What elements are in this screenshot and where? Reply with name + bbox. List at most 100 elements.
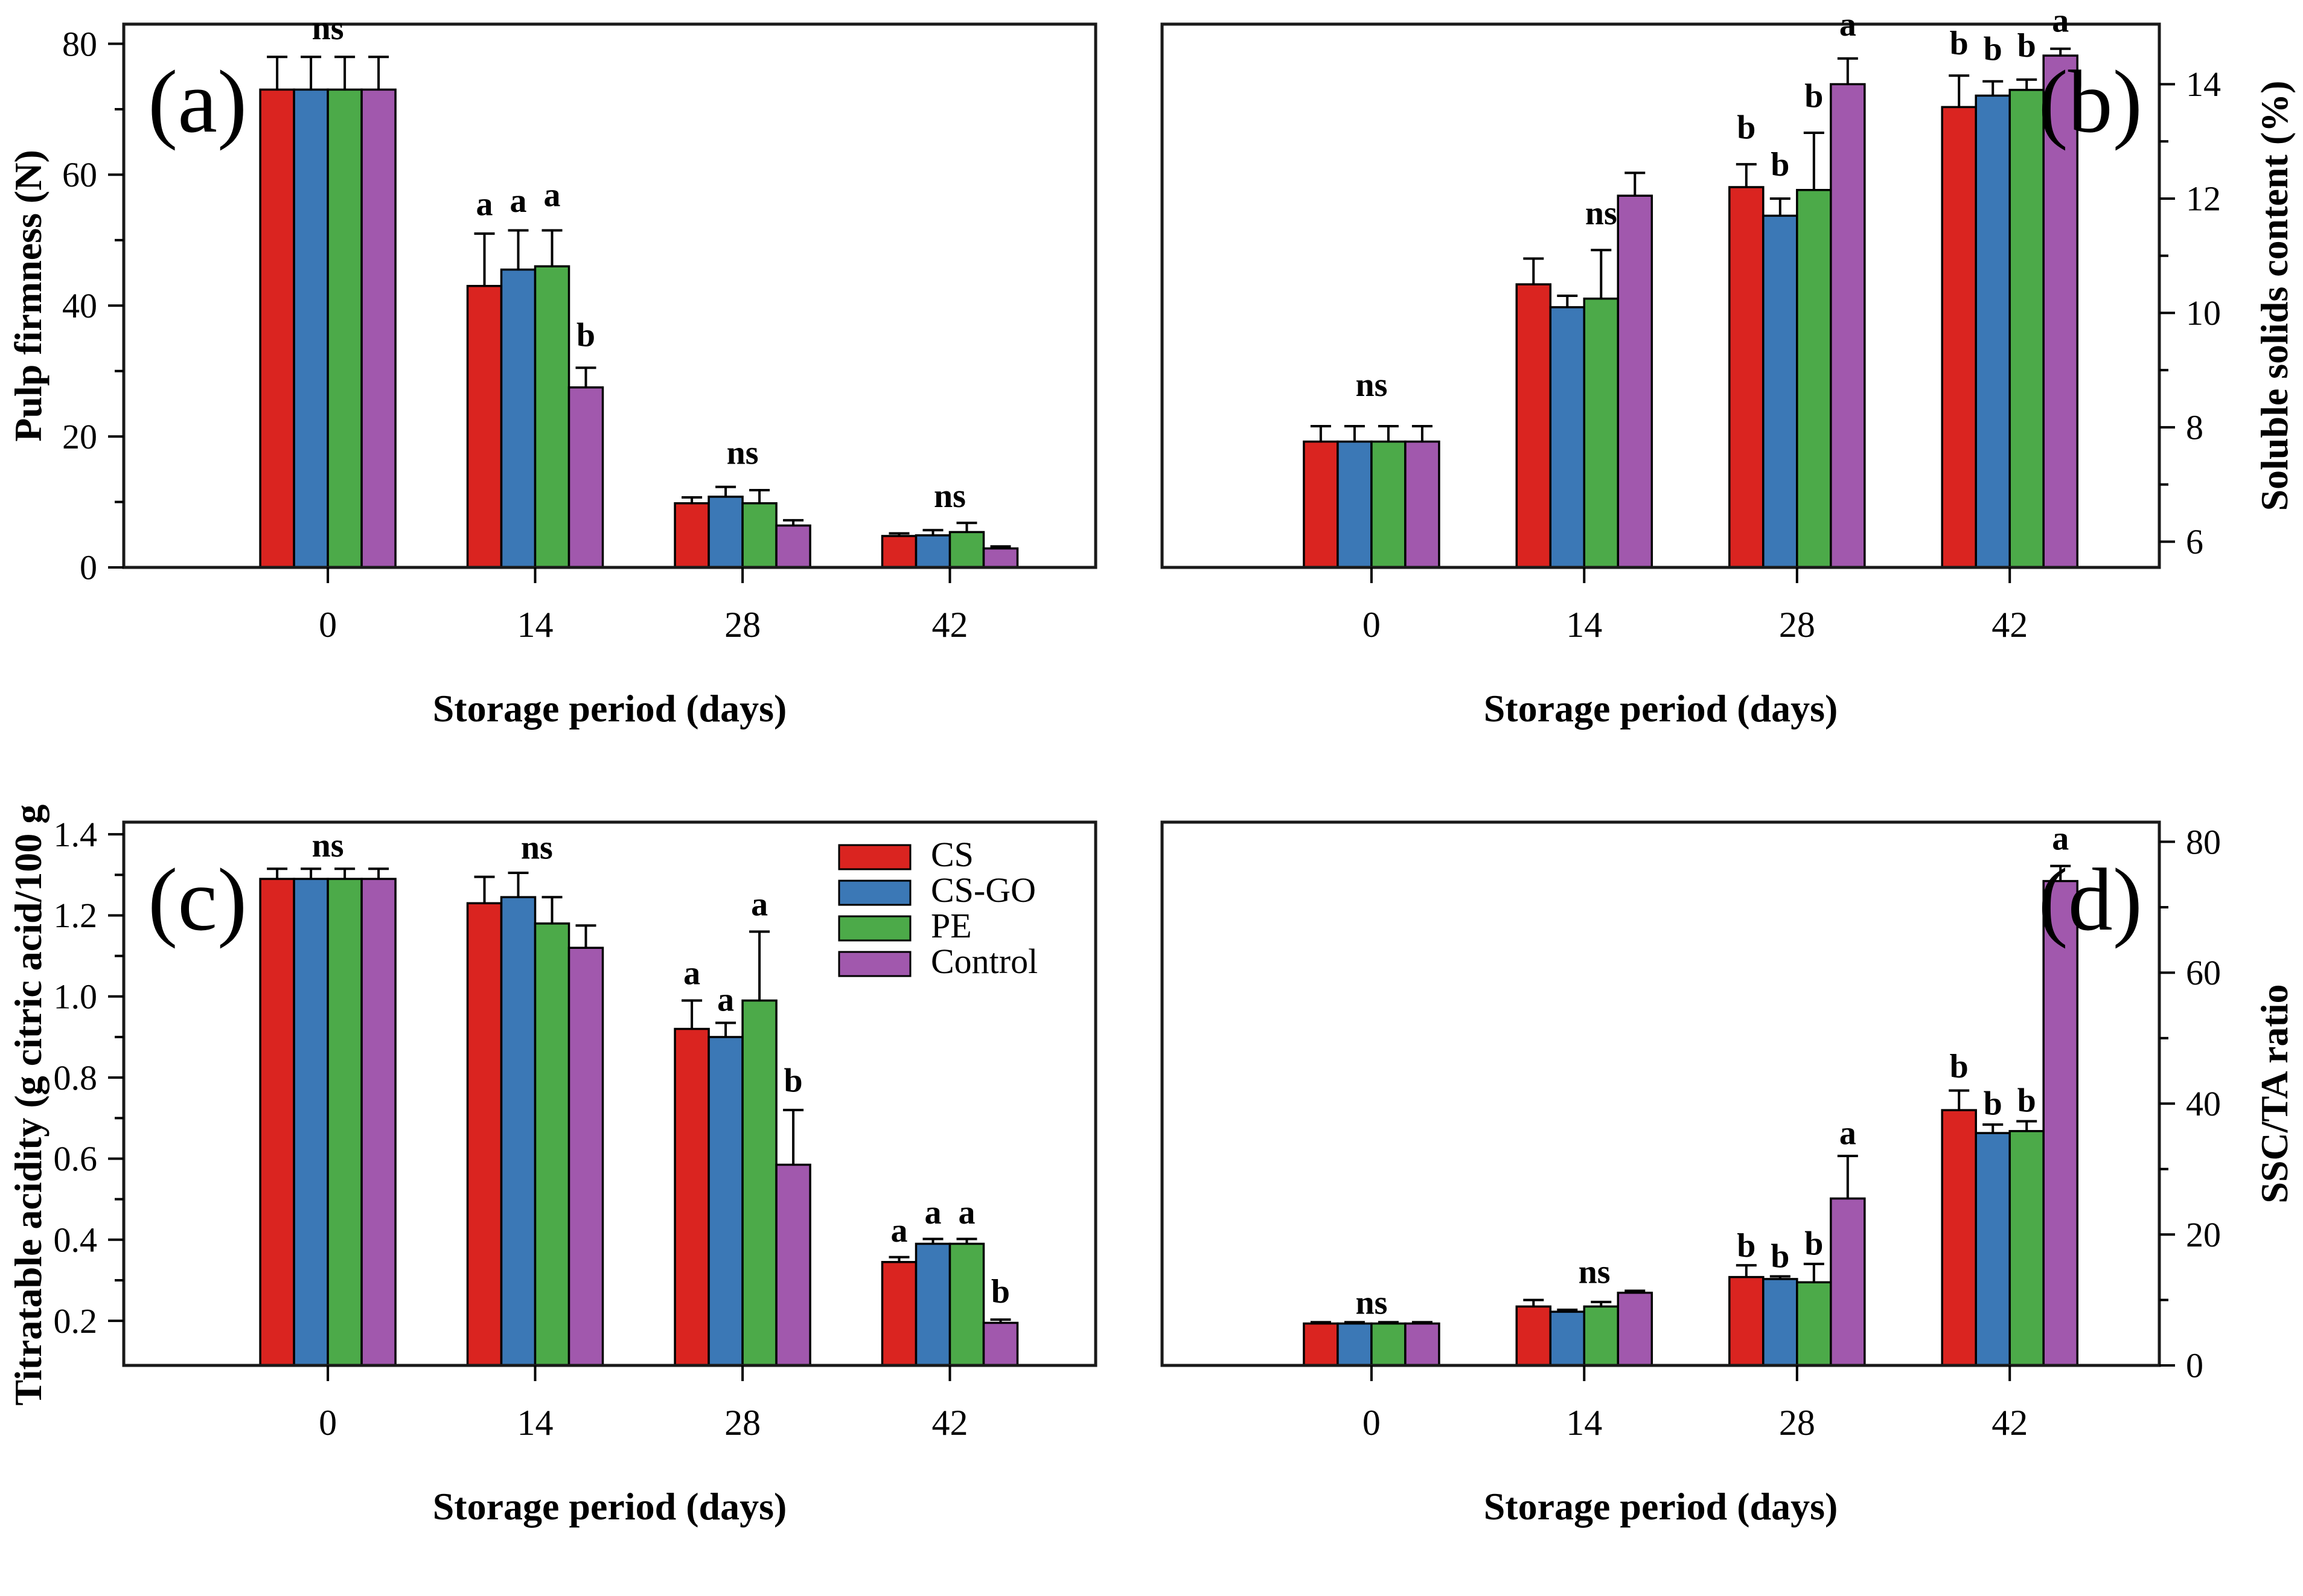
y-tick-label: 80 xyxy=(2186,822,2221,861)
bar-CS-day28 xyxy=(1728,186,1765,569)
bar-Control-day14 xyxy=(1617,194,1653,569)
bar-Control-day14 xyxy=(567,946,604,1367)
x-tick-label: 42 xyxy=(932,605,968,645)
bar-CS-GO-day28 xyxy=(708,1036,744,1367)
x-tick-label: 0 xyxy=(319,1403,337,1443)
bar-CS-GO-day42 xyxy=(915,1242,951,1367)
bar-CS-GO-day0 xyxy=(293,878,329,1367)
chart-a: 0 20 40 60 80 0 14 28 42 Storage period (days) Pul… xyxy=(7,10,1097,730)
bar-CS-GO-day28 xyxy=(1762,1278,1798,1367)
significance-label: ns xyxy=(1355,1284,1387,1321)
significance-label: ns xyxy=(1355,366,1387,404)
bar-PE-day0 xyxy=(1370,440,1407,569)
bar-PE-day14 xyxy=(534,922,570,1367)
bar-PE-day28 xyxy=(741,502,778,569)
significance-label: a xyxy=(2052,2,2069,39)
legend-swatch-Control xyxy=(838,951,912,977)
x-tick-label: 28 xyxy=(724,1403,761,1443)
legend-label-CS-GO: CS-GO xyxy=(931,870,1036,910)
y-tick-label: 0.6 xyxy=(54,1139,98,1178)
plot-frame xyxy=(1160,22,2161,569)
y-tick-label: 40 xyxy=(62,286,97,325)
bar-CS-day14 xyxy=(1515,283,1552,569)
bar-CS-GO-day28 xyxy=(1762,214,1798,569)
bar-PE-day14 xyxy=(534,265,570,569)
significance-label: b xyxy=(1737,109,1755,146)
chart-b: 6 8 10 12 14 0 14 28 42 Storage period (days) Solu… xyxy=(1160,2,2296,730)
y-tick-label: 12 xyxy=(2186,179,2221,219)
significance-label: b xyxy=(1737,1227,1755,1265)
x-tick-label: 42 xyxy=(1992,1403,2028,1443)
bar-CS-day42 xyxy=(881,535,918,569)
y-tick-label: 1.4 xyxy=(54,815,98,854)
bar-PE-day42 xyxy=(948,1242,985,1367)
legend-label-Control: Control xyxy=(931,942,1038,981)
bar-Control-day0 xyxy=(360,878,397,1367)
plot-frame xyxy=(122,22,1097,569)
bar-CS-GO-day0 xyxy=(293,88,329,569)
panel-letter: (d) xyxy=(2038,851,2142,950)
y-tick-label: 0.2 xyxy=(54,1301,98,1341)
bar-Control-day0 xyxy=(1404,1322,1440,1367)
panel-letter: (c) xyxy=(148,851,247,950)
bar-CS-GO-day42 xyxy=(1975,94,2011,569)
x-axis-title: Storage period (days) xyxy=(1484,1485,1838,1528)
bar-CS-GO-day42 xyxy=(1975,1132,2011,1367)
y-tick-label: 14 xyxy=(2186,65,2221,104)
x-axis-title: Storage period (days) xyxy=(433,1485,787,1528)
bar-CS-day28 xyxy=(674,502,710,569)
y-tick-label: 20 xyxy=(62,417,97,456)
significance-label: ns xyxy=(1579,1253,1611,1291)
x-tick-label: 28 xyxy=(1779,1403,1815,1443)
significance-label: a xyxy=(683,955,700,992)
y-tick-label: 40 xyxy=(2186,1084,2221,1123)
significance-label: ns xyxy=(727,435,759,472)
bar-PE-day28 xyxy=(741,999,778,1367)
bar-Control-day28 xyxy=(775,524,811,569)
bar-PE-day0 xyxy=(327,878,363,1367)
bar-CS-day42 xyxy=(1941,106,1977,569)
chart-c: 0.2 0.4 0.6 0.8 1.0 1.2 1.4 0 14 28 42 Storage peri… xyxy=(7,782,1097,1528)
significance-label: b xyxy=(1984,31,2002,68)
bar-CS-GO-day0 xyxy=(1337,440,1373,569)
bar-Control-day0 xyxy=(1404,440,1440,569)
significance-label: b xyxy=(991,1273,1010,1310)
significance-label: ns xyxy=(521,829,553,866)
bar-Control-day28 xyxy=(1830,83,1866,569)
significance-label: ns xyxy=(312,10,344,47)
bar-CS-GO-day14 xyxy=(1549,1310,1586,1367)
bar-PE-day42 xyxy=(2008,89,2045,569)
significance-label: ns xyxy=(934,477,966,515)
bar-CS-day14 xyxy=(466,902,503,1367)
panel-ssc-ta-ratio: 0 20 40 60 80 0 14 28 42 Storage period (days) SSC… xyxy=(1151,798,2302,1596)
bar-Control-day42 xyxy=(2042,879,2078,1367)
bar-PE-day14 xyxy=(1583,297,1620,569)
bar-Control-day42 xyxy=(982,547,1019,569)
significance-label: b xyxy=(2017,27,2036,65)
x-tick-label: 42 xyxy=(932,1403,968,1443)
y-tick-label: 8 xyxy=(2186,408,2203,447)
significance-label: b xyxy=(2017,1082,2036,1119)
bar-CS-GO-day14 xyxy=(500,268,537,569)
panel-titratable-acidity: 0.2 0.4 0.6 0.8 1.0 1.2 1.4 0 14 28 42 Storage peri… xyxy=(0,782,1151,1596)
y-tick-label: 20 xyxy=(2186,1215,2221,1254)
bar-CS-GO-day28 xyxy=(708,496,744,569)
chart-d: 0 20 40 60 80 0 14 28 42 Storage period (days) SSC… xyxy=(1160,820,2296,1528)
bar-PE-day28 xyxy=(1796,188,1832,569)
y-axis-title: Soluble solids content (%) xyxy=(2253,81,2296,511)
x-tick-label: 0 xyxy=(319,605,337,645)
legend-swatch-CS xyxy=(838,844,912,870)
x-tick-label: 14 xyxy=(517,605,554,645)
y-tick-label: 60 xyxy=(2186,953,2221,992)
bar-CS-GO-day0 xyxy=(1337,1322,1373,1367)
bar-CS-day0 xyxy=(1303,440,1339,569)
y-tick-label: 0.8 xyxy=(54,1058,98,1097)
significance-label: b xyxy=(1771,1237,1789,1275)
y-axis-title: Titratable acidity (g citric acid/100 g … xyxy=(7,798,50,1406)
x-tick-label: 14 xyxy=(517,1403,554,1443)
bar-CS-day28 xyxy=(674,1027,710,1367)
significance-label: a xyxy=(2052,820,2069,858)
bar-Control-day42 xyxy=(2042,54,2078,569)
y-tick-label: 60 xyxy=(62,155,97,194)
